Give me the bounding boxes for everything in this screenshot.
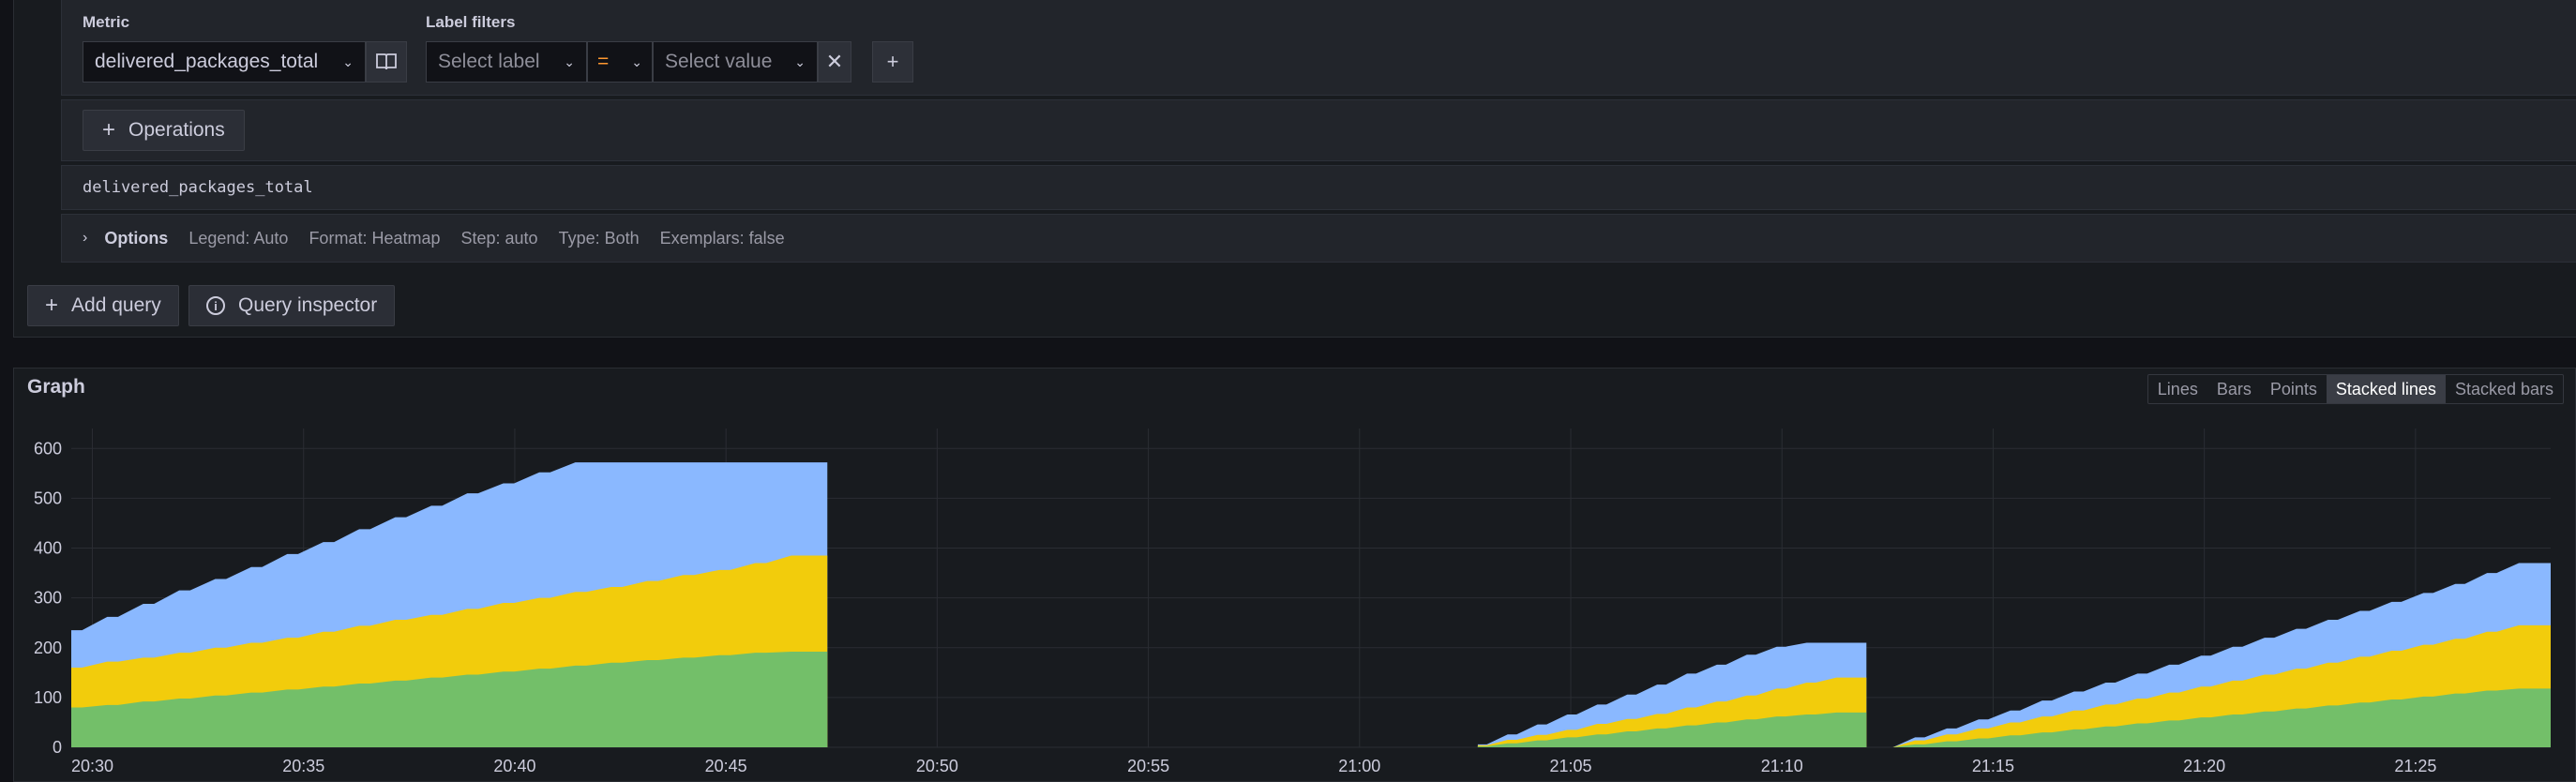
query-inspector-label: Query inspector — [238, 294, 378, 316]
plus-icon: + — [102, 117, 116, 143]
option-step: Step: auto — [460, 228, 538, 248]
mode-lines[interactable]: Lines — [2157, 379, 2198, 399]
graph-panel: Graph Lines Bars Points Stacked lines St… — [13, 368, 2576, 782]
y-tick-label: 500 — [34, 489, 62, 507]
x-tick-label: 20:45 — [705, 757, 747, 775]
y-tick-label: 300 — [34, 589, 62, 608]
raw-query-preview: delivered_packages_total — [61, 165, 2576, 210]
close-icon: ✕ — [825, 50, 844, 73]
metric-select-value: delivered_packages_total — [95, 51, 319, 72]
y-tick-label: 0 — [53, 738, 62, 757]
option-format: Format: Heatmap — [309, 228, 441, 248]
option-legend: Legend: Auto — [188, 228, 289, 248]
operator-value: = — [597, 51, 610, 72]
query-options-row[interactable]: › Options Legend: Auto Format: Heatmap S… — [61, 214, 2576, 263]
mode-stacked-lines[interactable]: Stacked lines — [2326, 375, 2446, 403]
operator-select[interactable]: = ⌄ — [587, 41, 653, 83]
value-select-placeholder: Select value — [665, 51, 773, 72]
graph-title: Graph — [27, 376, 85, 398]
operations-bar: + Operations — [61, 99, 2576, 161]
value-select[interactable]: Select value ⌄ — [653, 41, 818, 83]
chevron-right-icon: › — [83, 230, 88, 246]
label-select-placeholder: Select label — [438, 51, 540, 72]
plus-icon: + — [45, 293, 59, 318]
query-builder: Metric delivered_packages_total ⌄ Label … — [61, 0, 2576, 96]
option-type: Type: Both — [558, 228, 640, 248]
x-tick-label: 20:30 — [71, 757, 113, 775]
y-tick-label: 100 — [34, 688, 62, 707]
info-icon: i — [206, 296, 225, 315]
option-exemplars: Exemplars: false — [659, 228, 785, 248]
mode-bars[interactable]: Bars — [2216, 379, 2252, 399]
x-tick-label: 21:10 — [1761, 757, 1803, 775]
y-tick-label: 400 — [34, 539, 62, 558]
y-tick-label: 200 — [34, 639, 62, 657]
mode-points[interactable]: Points — [2269, 379, 2317, 399]
series-area-green-segment-2[interactable] — [1477, 712, 1867, 747]
x-tick-label: 21:15 — [1972, 757, 2014, 775]
query-editor-panel: Metric delivered_packages_total ⌄ Label … — [13, 0, 2576, 338]
x-tick-label: 20:35 — [282, 757, 324, 775]
chevron-down-icon: ⌄ — [342, 53, 354, 69]
x-tick-label: 21:05 — [1549, 757, 1591, 775]
options-title: Options — [104, 228, 169, 248]
graph-mode-toggle: Lines Bars Points Stacked lines Stacked … — [2147, 374, 2564, 404]
x-tick-label: 21:00 — [1338, 757, 1380, 775]
chevron-down-icon: ⌄ — [794, 53, 806, 69]
mode-stacked-bars[interactable]: Stacked bars — [2454, 379, 2553, 399]
metric-select[interactable]: delivered_packages_total ⌄ — [83, 41, 366, 83]
operations-button-label: Operations — [128, 119, 225, 141]
plus-icon: + — [886, 50, 899, 73]
stacked-area-chart[interactable]: 0 100 200 300 400 500 600 20:30 20:35 20:40 20:45 2… — [14, 406, 2575, 781]
label-filters-label: Label filters — [426, 13, 516, 31]
chevron-down-icon: ⌄ — [564, 53, 575, 69]
y-tick-label: 600 — [34, 439, 62, 458]
query-inspector-button[interactable]: i Query inspector — [188, 285, 396, 326]
label-select[interactable]: Select label ⌄ — [426, 41, 587, 83]
x-tick-label: 20:50 — [916, 757, 958, 775]
x-tick-label: 20:40 — [493, 757, 535, 775]
remove-filter-button[interactable]: ✕ — [818, 41, 851, 83]
x-tick-label: 20:55 — [1127, 757, 1169, 775]
series-area-green-segment-3[interactable] — [1883, 688, 2551, 747]
series-area-green-segment-1[interactable] — [71, 652, 828, 747]
metric-label: Metric — [83, 13, 130, 31]
add-query-button[interactable]: + Add query — [27, 285, 179, 326]
add-filter-button[interactable]: + — [872, 41, 913, 83]
x-tick-label: 21:20 — [2183, 757, 2225, 775]
chevron-down-icon: ⌄ — [631, 53, 642, 69]
x-tick-label: 21:25 — [2394, 757, 2436, 775]
add-query-label: Add query — [71, 294, 161, 316]
metric-explorer-book-icon[interactable] — [366, 41, 407, 83]
operations-button[interactable]: + Operations — [83, 110, 245, 151]
